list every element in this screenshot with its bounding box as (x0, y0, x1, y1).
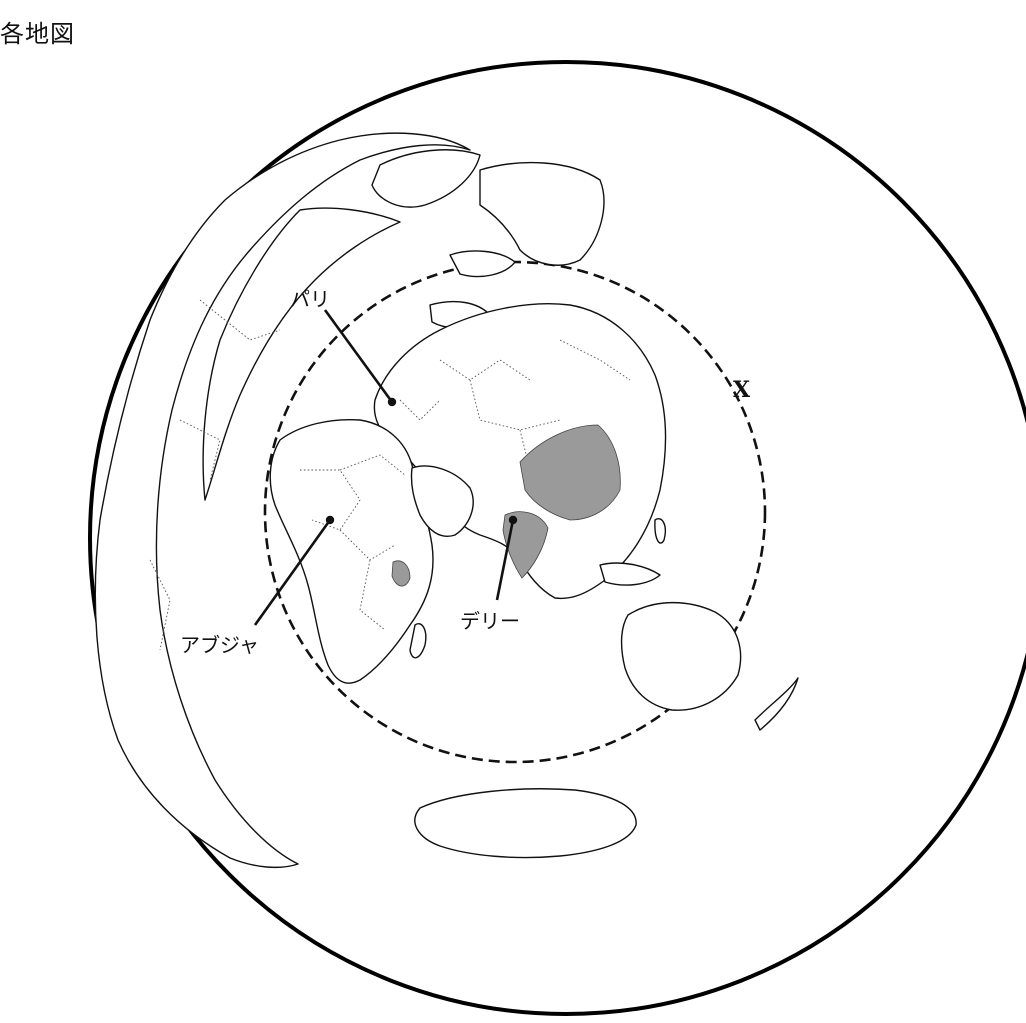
shaded-east-africa (391, 560, 411, 587)
map-title: 各地図 (0, 20, 75, 48)
marker-abuja (325, 515, 335, 525)
leader-line-paris (323, 309, 394, 403)
landmass-north-america-inner (202, 207, 401, 501)
label-circle-x: X (733, 377, 751, 403)
landmass-indonesia (599, 562, 661, 586)
label-abuja: アブジャ (180, 633, 259, 657)
marker-delhi (508, 515, 518, 525)
shaded-china (519, 424, 621, 521)
landmass-madagascar (409, 623, 427, 659)
landmass-new-zealand (754, 677, 799, 731)
marker-paris (387, 397, 397, 407)
landmass-arabia (410, 465, 474, 537)
label-delhi: デリー (460, 609, 520, 633)
country-borders (149, 299, 631, 651)
landmass-africa (269, 418, 434, 684)
leader-line-abuja (253, 519, 332, 626)
landmass-americas (94, 132, 471, 869)
landmass-scandinavia (479, 161, 605, 266)
landmass-arctic-islands (449, 250, 516, 278)
shaded-india (502, 511, 549, 579)
landmass-greenland (371, 149, 481, 208)
landmass-australia (620, 601, 742, 711)
landmass-philippines (654, 518, 666, 544)
label-paris: パリ (290, 287, 330, 311)
leader-line-delhi (495, 519, 515, 601)
globe-outline (88, 60, 1026, 1016)
landmass-antarctica (414, 788, 637, 859)
